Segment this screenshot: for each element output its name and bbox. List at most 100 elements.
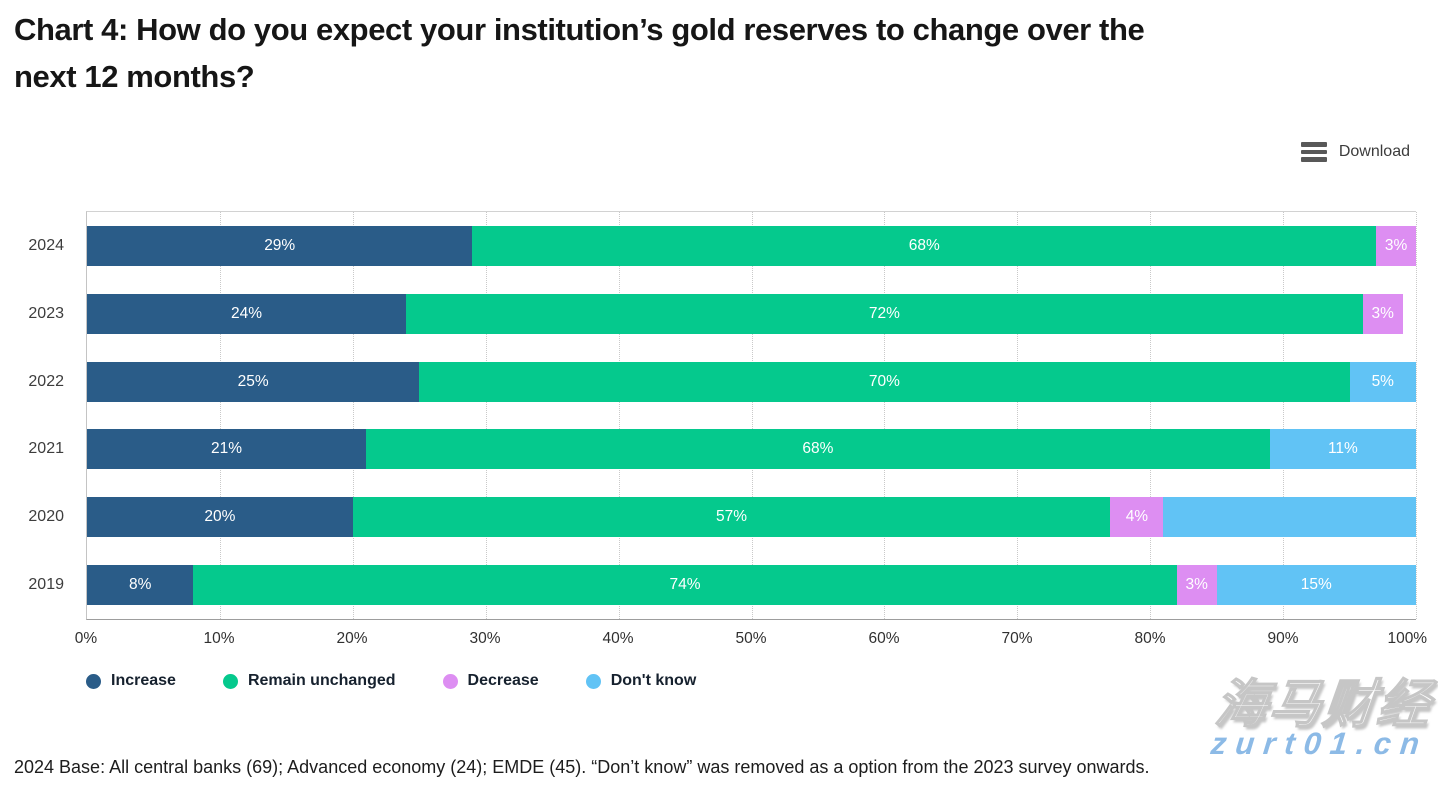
stacked-bar: 20% 57% 4% (87, 497, 1416, 538)
bar-segment[interactable]: 70% (419, 361, 1350, 402)
bar-segment[interactable]: 3% (1376, 225, 1416, 266)
bar-segment[interactable]: 4% (1110, 497, 1164, 538)
chart-row-2019: 2019 8% 74% 3% 15% (28, 551, 1416, 619)
x-tick-label: 0% (74, 630, 98, 647)
gridline (219, 212, 221, 619)
bar-segment[interactable]: 72% (405, 293, 1363, 334)
segment-value-label: 29% (264, 236, 296, 254)
chart-row-2024: 2024 29% 68% 3% (28, 212, 1416, 280)
category-label: 2023 (28, 304, 64, 322)
stacked-bar: 21% 68% 11% (87, 429, 1416, 470)
chart-row-2023: 2023 24% 72% 3% (28, 280, 1416, 348)
watermark-url-text: zurt01.cn (1209, 726, 1430, 761)
x-tick-label: 20% (336, 630, 368, 647)
segment-value-label: 70% (868, 372, 900, 390)
bar-segment[interactable]: 20% (87, 497, 353, 538)
gridline (618, 212, 620, 619)
bar-segment[interactable]: 3% (1362, 293, 1403, 334)
segment-value-label: 11% (1327, 440, 1358, 458)
hamburger-icon[interactable] (1300, 142, 1327, 162)
gridline (751, 212, 753, 619)
segment-value-label: 5% (1371, 372, 1394, 390)
x-tick-label: 40% (602, 630, 634, 647)
chart-row-2022: 2022 25% 70% 5% (28, 348, 1416, 416)
chart-row-2020: 2020 20% 57% 4% (28, 483, 1416, 551)
category-label: 2024 (28, 236, 64, 254)
category-label: 2020 (28, 508, 64, 526)
segment-value-label: 21% (211, 440, 243, 458)
gridline (884, 212, 886, 619)
chart-legend: Increase Remain unchanged Decrease Don't kn… (86, 672, 696, 690)
segment-value-label: 4% (1125, 508, 1149, 526)
legend-swatch-icon (222, 673, 238, 689)
segment-value-label: 68% (802, 440, 834, 458)
x-tick-label: 10% (203, 630, 235, 647)
bar-segment[interactable]: 3% (1176, 565, 1217, 606)
legend-item[interactable]: Remain unchanged (222, 672, 396, 690)
x-tick-label: 90% (1267, 630, 1299, 647)
chart-row-2021: 2021 21% 68% 11% (28, 415, 1416, 483)
bar-segment[interactable]: 29% (87, 225, 473, 266)
bar-segment[interactable]: 25% (87, 361, 420, 402)
gridline (1416, 212, 1417, 619)
segment-value-label: 8% (128, 576, 152, 594)
legend-item[interactable]: Increase (86, 672, 176, 690)
segment-value-label: 20% (204, 508, 236, 526)
x-tick-label: 80% (1134, 630, 1166, 647)
gridline (485, 212, 487, 619)
bar-segment[interactable]: 21% (87, 429, 367, 470)
x-axis: 0% 10% 20% 30% 40% 50% 60% 70% 80% 90% 100% (75, 630, 1427, 652)
x-tick-label: 50% (735, 630, 767, 647)
x-tick-label: 30% (469, 630, 501, 647)
segment-value-label: 57% (716, 508, 748, 526)
x-tick-label: 100% (1387, 630, 1428, 647)
segment-value-label: 74% (669, 576, 701, 594)
bar-segment[interactable]: 57% (352, 497, 1111, 538)
legend-swatch-icon (86, 673, 101, 689)
legend-label: Increase (111, 672, 176, 689)
legend-item[interactable]: Decrease (442, 672, 539, 690)
segment-value-label: 24% (230, 304, 262, 322)
segment-value-label: 68% (908, 236, 940, 254)
legend-swatch-icon (442, 673, 458, 689)
bar-segment[interactable]: 15% (1216, 565, 1416, 606)
chart-title: Chart 4: How do you expect your institut… (14, 6, 1145, 100)
category-label: 2021 (28, 440, 64, 458)
bar-segment[interactable]: 8% (87, 565, 194, 606)
bar-segment[interactable]: 24% (87, 293, 406, 334)
gridline (1283, 212, 1285, 619)
stacked-bar: 24% 72% 3% (87, 293, 1416, 334)
bar-segment[interactable]: 74% (193, 565, 1177, 606)
chart-footnote: 2024 Base: All central banks (69); Advan… (14, 757, 1150, 777)
stacked-bar: 29% 68% 3% (87, 225, 1416, 266)
category-label: 2022 (28, 372, 64, 390)
segment-value-label: 15% (1300, 576, 1332, 594)
bar-segment[interactable]: 11% (1269, 429, 1416, 470)
x-tick-label: 60% (868, 630, 900, 647)
watermark-brand-text: 海马财经 (1212, 675, 1436, 735)
plot-area: 2024 29% 68% 3% 2023 24% 72% 3% 2022 25% 70% 5% 2021… (28, 211, 1417, 620)
legend-label: Don't know (610, 672, 697, 689)
chart-title-line1: Chart 4: How do you expect your institut… (14, 12, 1145, 47)
bar-segment[interactable]: 5% (1349, 361, 1416, 402)
x-tick-label: 70% (1001, 630, 1033, 647)
gridline (1017, 212, 1019, 619)
segment-value-label: 25% (237, 372, 269, 390)
legend-swatch-icon (585, 673, 601, 689)
segment-value-label: 3% (1384, 236, 1408, 254)
bar-segment[interactable] (1163, 497, 1416, 538)
stacked-bar: 8% 74% 3% 15% (87, 565, 1416, 606)
segment-value-label: 3% (1371, 304, 1394, 322)
legend-label: Remain unchanged (247, 672, 396, 689)
stacked-bar: 25% 70% 5% (87, 361, 1416, 402)
gridline (1150, 212, 1152, 619)
legend-item[interactable]: Don't know (585, 672, 697, 690)
download-label: Download (1338, 142, 1410, 160)
bar-segment[interactable]: 68% (366, 429, 1270, 470)
chart-title-line2: next 12 months? (14, 59, 255, 94)
legend-label: Decrease (467, 672, 539, 689)
gridline (352, 212, 354, 619)
bar-segment[interactable]: 68% (472, 225, 1377, 266)
download-button[interactable]: Download (1300, 142, 1410, 162)
